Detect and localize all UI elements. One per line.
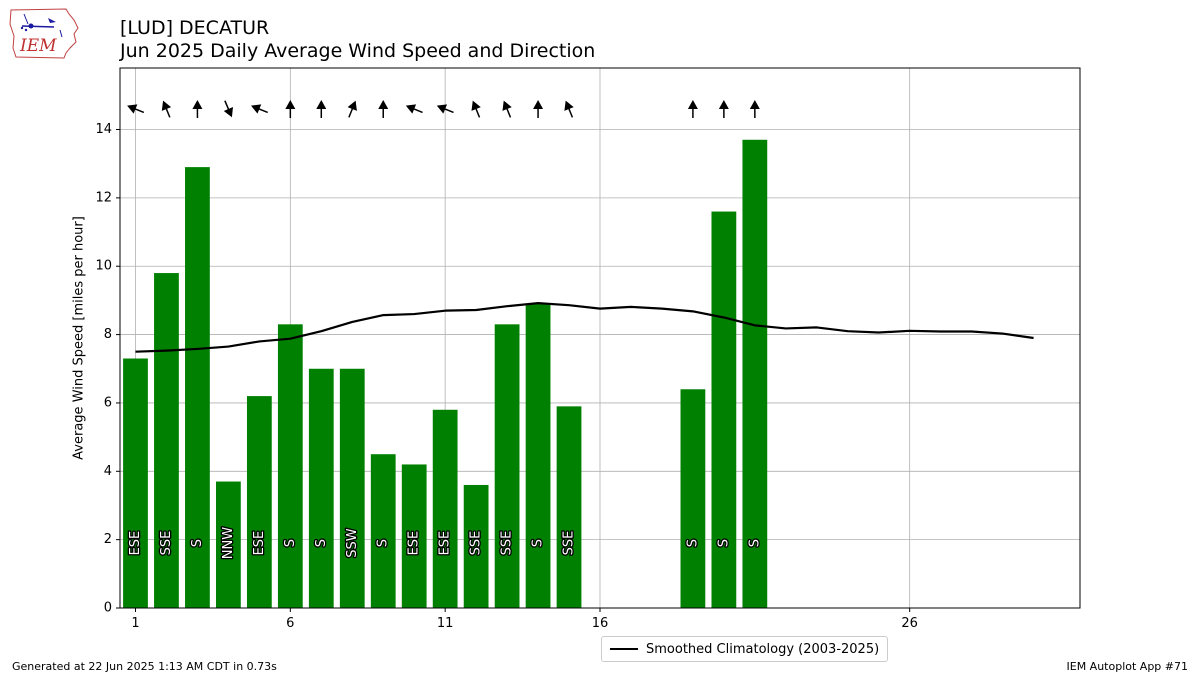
x-tick-label: 26 [901, 616, 918, 631]
wind-arrow [405, 104, 423, 114]
wind-arrow [718, 100, 729, 119]
logo-text: IEM [19, 36, 57, 56]
bar [401, 464, 427, 608]
direction-label: S [747, 539, 762, 547]
wind-arrow-head [378, 100, 389, 110]
bar [339, 368, 365, 608]
wind-arrow [316, 100, 327, 119]
y-tick-label: 14 [95, 122, 112, 137]
bar [432, 409, 458, 608]
wind-arrow [436, 104, 454, 114]
bar [711, 211, 737, 608]
bar [123, 358, 148, 608]
wind-arrow [161, 100, 172, 118]
wind-arrow [749, 100, 760, 119]
bar [370, 454, 396, 608]
wind-arrow-head [161, 100, 172, 111]
bar [185, 167, 210, 608]
direction-label: SSE [469, 531, 484, 556]
wind-arrow-head [687, 100, 698, 110]
wind-arrow-head [347, 100, 357, 111]
iem-logo: IEM [9, 8, 79, 59]
legend-line-swatch [610, 648, 638, 650]
wind-arrow [127, 104, 145, 114]
climatology-line [135, 302, 1034, 353]
y-tick-label: 10 [95, 259, 112, 274]
chart-title: [LUD] DECATUR Jun 2025 Daily Average Win… [120, 17, 595, 63]
y-tick-label: 2 [104, 532, 112, 547]
wind-arrow-head [285, 100, 296, 110]
wind-arrow [192, 100, 203, 119]
wind-arrow [687, 100, 698, 119]
wind-arrow [285, 100, 296, 119]
direction-label: SSE [159, 531, 174, 556]
wind-arrow-head [251, 104, 262, 114]
x-tick-label: 1 [131, 616, 139, 631]
wind-arrow [564, 100, 574, 118]
direction-label: S [283, 539, 298, 547]
y-axis-label: Average Wind Speed [miles per hour] [72, 216, 87, 460]
chart-title-station: [LUD] DECATUR [120, 17, 270, 39]
wind-arrow-head [405, 104, 417, 114]
x-tick-label: 6 [286, 616, 294, 631]
bar [308, 368, 334, 608]
wind-arrow [471, 100, 481, 118]
bar [463, 484, 489, 608]
direction-label: ESE [252, 531, 267, 556]
wind-arrow-head [749, 100, 760, 110]
bar [556, 406, 582, 608]
wind-arrow [251, 104, 268, 114]
iowa-map-weather-station-icon [9, 8, 79, 59]
y-tick-label: 12 [95, 190, 112, 205]
wind-arrow-head [127, 104, 138, 114]
direction-label: ESE [407, 531, 422, 556]
wind-arrow-head [223, 107, 233, 118]
direction-label: SSE [500, 531, 515, 556]
wind-arrow [347, 100, 357, 118]
x-tick-label: 16 [592, 616, 609, 631]
direction-label: S [716, 539, 731, 547]
bar [216, 481, 241, 608]
bar [680, 389, 706, 608]
direction-label: NNW [221, 527, 236, 559]
wind-arrow-head [718, 100, 729, 110]
y-tick-label: 4 [104, 464, 112, 479]
bar [525, 303, 551, 608]
direction-label: S [314, 539, 329, 547]
bar [246, 396, 272, 608]
chart-title-subtitle: Jun 2025 Daily Average Wind Speed and Di… [120, 40, 596, 62]
direction-label: S [376, 539, 391, 547]
wind-arrow-head [192, 100, 203, 110]
direction-label: SSW [345, 528, 360, 558]
y-tick-label: 8 [104, 327, 112, 342]
direction-label: S [531, 539, 546, 547]
legend-label: Smoothed Climatology (2003-2025) [646, 641, 880, 657]
y-tick-label: 0 [104, 601, 112, 616]
direction-label: S [685, 539, 700, 547]
wind-arrow [378, 100, 389, 119]
wind-arrow-head [436, 104, 448, 114]
wind-arrow-head [471, 100, 481, 111]
app-credit: IEM Autoplot App #71 [1066, 660, 1189, 673]
direction-label: ESE [438, 531, 453, 556]
direction-label: SSE [562, 531, 577, 556]
direction-label: S [190, 539, 205, 547]
y-tick-label: 6 [104, 395, 112, 410]
wind-arrow-head [564, 100, 574, 111]
wind-arrow-head [502, 100, 512, 111]
wind-arrow-head [316, 100, 327, 110]
bar [494, 324, 520, 608]
bar [154, 273, 179, 608]
wind-arrow [533, 100, 544, 119]
bar [277, 324, 303, 608]
chart-legend: Smoothed Climatology (2003-2025) [601, 636, 889, 662]
wind-arrow-head [533, 100, 544, 110]
bar [742, 139, 768, 608]
wind-arrow [223, 100, 233, 118]
wind-arrow [502, 100, 512, 118]
generated-timestamp: Generated at 22 Jun 2025 1:13 AM CDT in … [12, 660, 277, 673]
direction-label: ESE [128, 531, 143, 556]
x-tick-label: 11 [437, 616, 454, 631]
